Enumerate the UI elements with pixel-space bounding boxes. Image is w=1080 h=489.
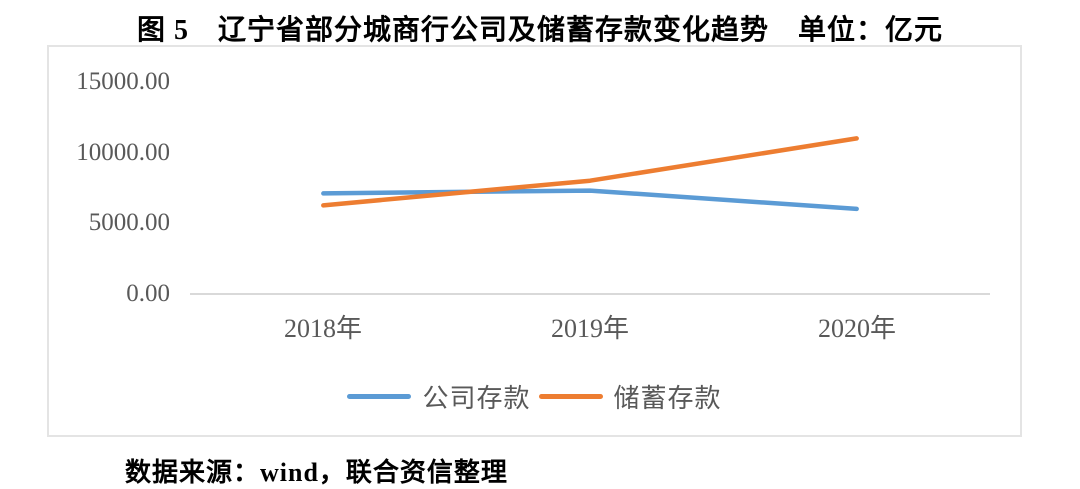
data-source-note: 数据来源：wind，联合资信整理 [125, 458, 508, 487]
x-axis-label-2020: 2020年 [817, 314, 896, 343]
legend-item-savings-deposits: 储蓄存款 [538, 378, 722, 415]
x-axis-label-2018: 2018年 [283, 314, 362, 343]
legend-label: 储蓄存款 [613, 384, 722, 413]
legend-item-corporate-deposits: 公司存款 [347, 378, 530, 415]
y-axis-tick-5000: 5000.00 [88, 209, 170, 236]
chart-title: 图 5 辽宁省部分城商行公司及储蓄存款变化趋势 单位：亿元 [136, 15, 943, 46]
y-axis-tick-15000: 15000.00 [76, 68, 170, 95]
corporate-deposits-line-swatch [347, 394, 412, 399]
y-axis-tick-0: 0.00 [126, 280, 170, 307]
legend-label: 公司存款 [422, 384, 531, 413]
chart-legend: 公司存款 储蓄存款 [47, 378, 1022, 415]
x-axis-line [190, 293, 990, 295]
y-axis-tick-10000: 10000.00 [76, 139, 170, 166]
plot-area [47, 45, 1022, 437]
savings-deposits-line-swatch [538, 394, 603, 399]
x-axis-label-2019: 2019年 [550, 314, 629, 343]
